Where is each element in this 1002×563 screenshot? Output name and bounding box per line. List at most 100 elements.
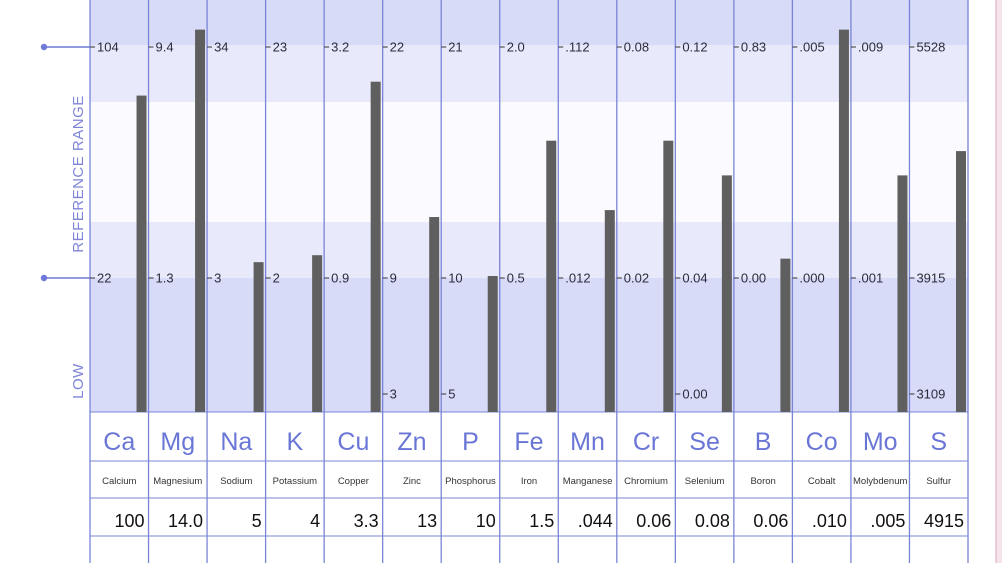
result-value: 0.06 [753,511,788,531]
right-edge-strip [996,0,1002,563]
bar-b [780,258,791,412]
reference-low-label: 0.9 [331,271,349,286]
element-name: Sulfur [926,476,951,487]
reference-high-label: 5528 [916,40,945,55]
reference-low-label: 10 [448,271,462,286]
element-symbol: K [287,428,304,456]
result-value: 3.3 [354,511,379,531]
element-symbol: Co [806,428,838,456]
low-min-label: 3109 [916,387,945,402]
reference-low-label: 0.04 [682,271,707,286]
reference-high-label: 22 [390,40,404,55]
bar-mo [897,175,908,412]
low-label: LOW [70,363,87,399]
element-symbol: Na [220,428,252,456]
reference-high-label: 0.12 [682,40,707,55]
element-symbol: Cr [633,428,659,456]
result-value: 1.5 [529,511,554,531]
reference-low-label: 22 [97,271,111,286]
bar-mg [195,29,206,413]
element-symbol: B [755,428,772,456]
bar-k [312,255,323,412]
element-symbol: Fe [514,428,543,456]
bar-mn [604,210,615,412]
result-value: .044 [578,511,613,531]
element-name: Sodium [220,476,252,487]
reference-low-label: 0.00 [741,271,766,286]
element-symbol: Se [689,428,720,456]
element-name: Selenium [685,476,725,487]
reference-high-label: .009 [858,40,883,55]
reference-low-label: .012 [565,271,590,286]
element-name: Phosphorus [445,476,496,487]
reference-low-label: 0.02 [624,271,649,286]
result-value: 13 [417,511,437,531]
element-name: Copper [338,476,369,487]
reference-low-label: 0.5 [507,271,525,286]
reference-range-label: REFERENCE RANGE [70,95,87,253]
reference-high-label: 104 [97,40,119,55]
element-symbol: Cu [337,428,369,456]
bar-cu [370,81,381,412]
reference-low-label: .000 [799,271,824,286]
reference-high-label: 0.83 [741,40,766,55]
result-value: 4915 [924,511,964,531]
band-2 [90,102,968,162]
reference-low-label: .001 [858,271,883,286]
reference-high-label: 34 [214,40,228,55]
band-5 [90,278,968,412]
element-symbol: P [462,428,479,456]
band-0 [90,0,968,45]
result-value: 4 [310,511,320,531]
element-symbol: Ca [103,428,135,456]
range-marker-dot [40,274,48,282]
result-value: 0.08 [695,511,730,531]
bar-cr [663,140,674,412]
reference-low-label: 3 [214,271,221,286]
low-min-label: 0.00 [682,387,707,402]
reference-high-label: 2.0 [507,40,525,55]
reference-high-label: 3.2 [331,40,349,55]
element-name: Chromium [624,476,668,487]
result-value: 100 [114,511,144,531]
range-marker-dot [40,43,48,51]
element-name: Calcium [102,476,136,487]
reference-high-label: 23 [273,40,287,55]
bar-se [721,175,732,412]
element-symbol: S [930,428,947,456]
result-value: 14.0 [168,511,203,531]
element-name: Zinc [403,476,421,487]
element-name: Cobalt [808,476,836,487]
element-name: Manganese [563,476,613,487]
element-symbol: Zn [397,428,426,456]
bar-s [956,151,966,412]
element-name: Iron [521,476,537,487]
band-3 [90,162,968,222]
result-value: 0.06 [636,511,671,531]
element-symbol: Mn [570,428,605,456]
element-name: Molybdenum [853,476,907,487]
reference-high-label: .005 [799,40,824,55]
bar-na [253,262,264,412]
bar-co [838,29,849,413]
low-min-label: 3 [390,387,397,402]
result-value: .010 [812,511,847,531]
low-min-label: 5 [448,387,455,402]
result-value: 10 [476,511,496,531]
bar-p [487,276,498,412]
reference-high-label: 0.08 [624,40,649,55]
reference-high-label: 21 [448,40,462,55]
bar-ca [136,95,147,412]
reference-high-label: .112 [565,40,589,55]
element-symbol: Mo [863,428,898,456]
bar-zn [429,217,440,412]
element-name: Potassium [273,476,317,487]
result-value: 5 [252,511,262,531]
result-value: .005 [870,511,905,531]
reference-low-label: 2 [273,271,280,286]
element-name: Boron [750,476,775,487]
table-background [90,412,968,563]
element-name: Magnesium [153,476,202,487]
band-4 [90,222,968,278]
